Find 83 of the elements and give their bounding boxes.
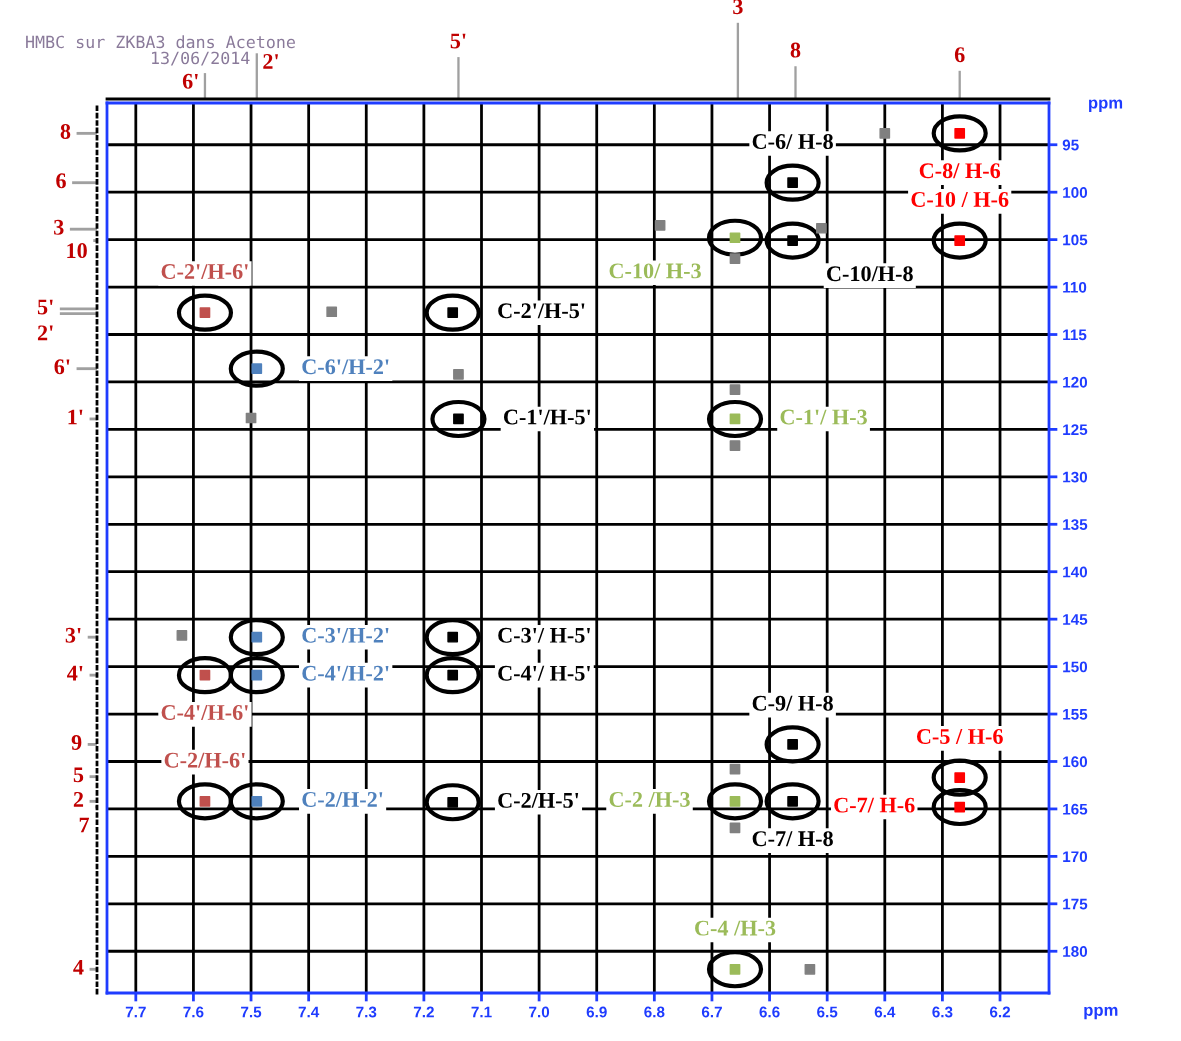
y-tick-label: 155 — [1063, 709, 1088, 720]
data-label: C-10/H-8 — [827, 266, 913, 282]
annotation: 5' — [450, 33, 466, 49]
data-label: C-1'/ H-3 — [780, 409, 867, 425]
y-tick-label: 160 — [1063, 756, 1088, 768]
y-tick-label: 150 — [1063, 661, 1088, 673]
y-tick-label: 130 — [1063, 471, 1088, 483]
data-label: C-3'/H-2' — [302, 627, 389, 643]
y-axis-title: ppm — [1089, 99, 1123, 112]
data-label: C-10 / H-6 — [911, 191, 1009, 207]
x-tick-label: 6.9 — [586, 1006, 607, 1018]
y-tick-label: 115 — [1063, 329, 1087, 341]
y-tick-label: 120 — [1063, 376, 1088, 388]
x-tick-label: 7.4 — [298, 1006, 320, 1018]
annotation: 8 — [790, 42, 801, 58]
annotation: 7 — [79, 817, 90, 833]
annotation: 10 — [67, 243, 87, 259]
annotation: 5' — [37, 299, 53, 315]
y-tick-label: 140 — [1063, 566, 1088, 578]
chart-subtitle: 13/06/2014 — [152, 51, 250, 66]
data-label: C-4'/ H-5' — [498, 665, 590, 681]
annotation: 6' — [182, 73, 198, 89]
data-label: C-4'/H-2' — [302, 665, 389, 681]
data-label: C-6'/H-2' — [302, 359, 389, 375]
data-label: C-1'/H-5' — [503, 409, 591, 425]
y-tick-label: 180 — [1063, 946, 1088, 957]
x-tick-label: 7.0 — [529, 1006, 550, 1018]
annotation: 1' — [68, 409, 83, 425]
data-label: C-2 /H-3 — [609, 791, 690, 807]
y-tick-label: 95 — [1062, 139, 1079, 151]
x-tick-label: 6.2 — [989, 1006, 1011, 1018]
x-axis-title: ppm — [1084, 1006, 1118, 1020]
data-label: C-2'/H-5' — [498, 303, 585, 319]
x-tick-label: 6.7 — [701, 1006, 722, 1018]
data-label: C-2/H-5' — [498, 792, 579, 808]
annotation: 2' — [37, 325, 53, 341]
data-label: C-2/H-2' — [302, 791, 383, 807]
annotation: 2 — [73, 791, 84, 807]
annotation: 3' — [65, 627, 81, 643]
data-label: C-6/ H-8 — [752, 134, 833, 150]
data-label: C-4'/H-6' — [161, 705, 248, 720]
data-label: C-4 /H-3 — [695, 920, 776, 936]
annotation: 5 — [73, 767, 84, 783]
x-tick-label: 7.6 — [183, 1006, 204, 1018]
x-tick-label: 7.5 — [241, 1006, 262, 1018]
annotation: 8 — [60, 123, 71, 139]
y-tick-label: 110 — [1063, 281, 1087, 293]
x-tick-label: 6.5 — [817, 1006, 838, 1018]
x-tick-label: 6.8 — [644, 1006, 665, 1018]
data-label: C-9/ H-8 — [752, 695, 833, 711]
data-label: C-7/ H-6 — [834, 797, 915, 813]
annotation: 6 — [954, 47, 965, 63]
x-tick-label: 7.2 — [413, 1006, 434, 1018]
annotation: 3 — [54, 219, 64, 235]
y-tick-label: 170 — [1063, 851, 1088, 863]
annotation: 3 — [733, 0, 743, 15]
data-label: C-10/ H-3 — [609, 263, 701, 279]
annotation: 9 — [71, 735, 82, 750]
y-tick-label: 135 — [1063, 519, 1088, 530]
data-label: C-7/ H-8 — [752, 831, 833, 847]
y-tick-label: 165 — [1063, 803, 1088, 815]
x-tick-label: 6.6 — [759, 1006, 780, 1018]
y-tick-label: 100 — [1063, 187, 1088, 198]
data-label: C-8/ H-6 — [919, 163, 1001, 179]
x-tick-label: 7.1 — [471, 1006, 492, 1018]
x-tick-label: 6.4 — [874, 1006, 896, 1018]
data-label: C-5 / H-6 — [916, 729, 1003, 744]
data-label: C-2/H-6' — [164, 752, 245, 768]
y-tick-label: 105 — [1063, 234, 1088, 246]
x-tick-label: 7.7 — [125, 1006, 146, 1018]
y-tick-label: 125 — [1063, 424, 1088, 436]
data-label: C-2'/H-6' — [161, 264, 248, 280]
annotation: 6 — [56, 173, 66, 189]
annotation: 4 — [73, 959, 84, 975]
y-tick-label: 145 — [1063, 614, 1088, 625]
chart-title: HMBC sur ZKBA3 dans Acetone — [26, 35, 295, 49]
y-tick-label: 175 — [1063, 898, 1088, 910]
annotation: 6' — [54, 359, 70, 375]
annotation: 4' — [67, 665, 83, 681]
data-label: C-3'/ H-5' — [498, 627, 590, 643]
x-tick-label: 6.3 — [932, 1006, 953, 1018]
annotation: 2' — [263, 53, 278, 69]
x-tick-label: 7.3 — [356, 1006, 377, 1018]
